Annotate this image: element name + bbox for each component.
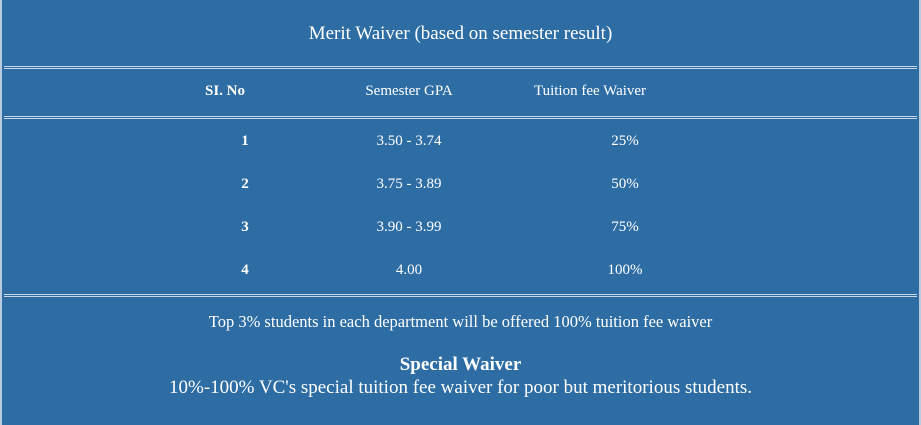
table-header-row: SI. No Semester GPA Tuition fee Waiver: [2, 81, 919, 101]
divider: [4, 294, 917, 297]
cell-sl-no: 3: [241, 219, 249, 235]
column-header-tuition-waiver: Tuition fee Waiver: [533, 83, 647, 99]
table-row: 4 4.00 100%: [2, 260, 919, 280]
cell-gpa: 3.90 - 3.99: [376, 219, 442, 235]
special-waiver-description: 10%-100% VC's special tuition fee waiver…: [169, 377, 752, 398]
table-row: 1 3.50 - 3.74 25%: [2, 131, 919, 151]
cell-waiver: 75%: [611, 219, 639, 235]
cell-sl-no: 1: [241, 133, 249, 149]
page-title: Merit Waiver (based on semester result): [308, 23, 613, 44]
cell-gpa: 4.00: [395, 262, 423, 278]
cell-gpa: 3.75 - 3.89: [376, 176, 442, 192]
cell-waiver: 100%: [607, 262, 643, 278]
column-header-sl-no: SI. No: [204, 83, 245, 99]
cell-sl-no: 2: [241, 176, 249, 192]
special-waiver-heading: Special Waiver: [399, 354, 522, 375]
cell-waiver: 25%: [611, 133, 639, 149]
cell-gpa: 3.50 - 3.74: [376, 133, 442, 149]
divider: [4, 116, 917, 119]
divider: [4, 66, 917, 69]
cell-sl-no: 4: [241, 262, 249, 278]
table-row: 3 3.90 - 3.99 75%: [2, 217, 919, 237]
top-students-note: Top 3% students in each department will …: [208, 312, 713, 331]
table-row: 2 3.75 - 3.89 50%: [2, 174, 919, 194]
column-header-semester-gpa: Semester GPA: [365, 83, 453, 99]
cell-waiver: 50%: [611, 176, 639, 192]
